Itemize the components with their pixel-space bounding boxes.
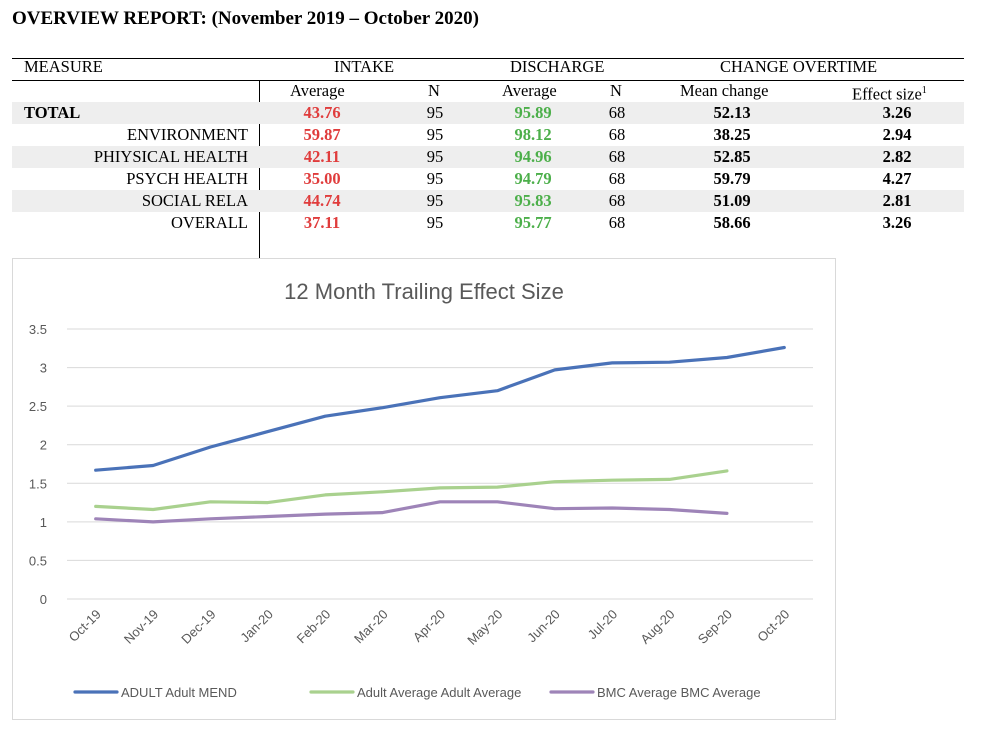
header-change-overtime: CHANGE OVERTIME [720, 57, 878, 76]
cell-intake-avg: 37.11 [303, 213, 341, 232]
row-measure: PHIYSICAL HEALTH [93, 147, 248, 166]
subheader-effect-size: Effect size1 [852, 80, 927, 104]
row-measure: TOTAL [24, 103, 81, 122]
x-tick-label: May-20 [464, 607, 505, 648]
cell-intake-avg: 43.76 [303, 103, 341, 122]
cell-effect-size: 3.26 [882, 103, 912, 122]
y-tick-label: 0 [40, 592, 47, 607]
cell-effect-size: 2.94 [882, 125, 912, 144]
row-measure: SOCIAL RELA [141, 191, 248, 210]
cell-effect-size: 4.27 [882, 169, 912, 188]
cell-discharge-avg: 94.79 [514, 169, 552, 188]
cell-mean-change: 52.85 [713, 147, 751, 166]
row-shading [12, 146, 964, 168]
cell-intake-avg: 44.74 [303, 191, 341, 210]
cell-intake-n: 95 [426, 191, 444, 210]
cell-effect-size: 3.26 [882, 213, 912, 232]
cell-discharge-avg: 95.89 [514, 103, 552, 122]
row-shading [12, 102, 964, 124]
y-tick-label: 2.5 [29, 399, 47, 414]
chart-title: 12 Month Trailing Effect Size [284, 279, 564, 304]
cell-intake-avg: 35.00 [303, 169, 341, 188]
cell-discharge-n: 68 [608, 125, 626, 144]
y-tick-label: 3.5 [29, 322, 47, 337]
x-tick-label: Jun-20 [524, 607, 563, 646]
header-discharge: DISCHARGE [510, 57, 605, 76]
header-measure: MEASURE [24, 57, 103, 76]
x-tick-label: Jan-20 [237, 607, 276, 646]
cell-intake-n: 95 [426, 103, 444, 122]
y-tick-label: 0.5 [29, 553, 47, 568]
cell-discharge-n: 68 [608, 147, 626, 166]
row-measure: PSYCH HEALTH [126, 169, 248, 188]
report-title: OVERVIEW REPORT: (November 2019 – Octobe… [12, 8, 479, 29]
legend-label: Adult Average Adult Average [357, 685, 521, 700]
cell-intake-n: 95 [426, 169, 444, 188]
x-tick-label: Nov-19 [121, 607, 161, 647]
row-measure: OVERALL [171, 213, 248, 232]
cell-intake-n: 95 [426, 147, 444, 166]
cell-discharge-avg: 95.77 [514, 213, 552, 232]
x-tick-label: Oct-19 [66, 607, 104, 645]
x-tick-label: Oct-20 [754, 607, 792, 645]
cell-intake-n: 95 [426, 213, 444, 232]
row-shading [12, 190, 964, 212]
subheader-discharge-average: Average [502, 81, 557, 100]
cell-mean-change: 52.13 [713, 103, 751, 122]
line-chart: 12 Month Trailing Effect Size 0 0.5 1 1.5 2 2.… [29, 279, 813, 700]
cell-discharge-avg: 94.96 [514, 147, 552, 166]
series-line-1 [94, 345, 786, 472]
x-tick-label: Apr-20 [410, 607, 448, 645]
y-tick-label: 2 [40, 438, 47, 453]
series-line-2 [94, 469, 729, 512]
cell-intake-avg: 59.87 [303, 125, 341, 144]
cell-mean-change: 59.79 [713, 169, 751, 188]
cell-effect-size: 2.81 [882, 191, 912, 210]
cell-discharge-avg: 95.83 [514, 191, 552, 210]
table-header-rule [12, 80, 964, 81]
cell-discharge-n: 68 [608, 213, 626, 232]
effect-size-footnote: 1 [921, 85, 927, 96]
subheader-mean-change: Mean change [680, 81, 769, 100]
table-divider [259, 80, 260, 260]
cell-discharge-n: 68 [608, 103, 626, 122]
overview-table: MEASURE INTAKE DISCHARGE CHANGE OVERTIME… [12, 56, 964, 260]
x-tick-label: Feb-20 [294, 607, 334, 647]
cell-discharge-n: 68 [608, 169, 626, 188]
x-tick-label: Dec-19 [178, 607, 218, 647]
x-tick-label: Mar-20 [351, 607, 391, 647]
cell-intake-n: 95 [426, 125, 444, 144]
subheader-intake-n: N [428, 81, 440, 100]
x-tick-label: Jul-20 [585, 607, 621, 643]
subheader-discharge-n: N [610, 81, 622, 100]
y-tick-label: 1.5 [29, 476, 47, 491]
legend-label: BMC Average BMC Average [597, 685, 761, 700]
legend-label: ADULT Adult MEND [121, 685, 237, 700]
header-intake: INTAKE [334, 57, 395, 76]
y-tick-label: 1 [40, 515, 47, 530]
chart-container: 12 Month Trailing Effect Size 0 0.5 1 1.5 2 2.… [12, 258, 836, 720]
table-top-rule [12, 58, 964, 59]
cell-discharge-n: 68 [608, 191, 626, 210]
row-measure: ENVIRONMENT [127, 125, 248, 144]
cell-mean-change: 51.09 [713, 191, 751, 210]
cell-mean-change: 38.25 [713, 125, 751, 144]
cell-discharge-avg: 98.12 [514, 125, 552, 144]
subheader-intake-average: Average [290, 81, 345, 100]
y-tick-label: 3 [40, 361, 47, 376]
x-tick-label: Sep-20 [695, 607, 735, 647]
cell-mean-change: 58.66 [713, 213, 751, 232]
x-tick-label: Aug-20 [637, 607, 677, 647]
effect-size-label: Effect size [852, 84, 922, 104]
series-line-3 [94, 500, 729, 524]
cell-intake-avg: 42.11 [303, 147, 341, 166]
cell-effect-size: 2.82 [882, 147, 912, 166]
